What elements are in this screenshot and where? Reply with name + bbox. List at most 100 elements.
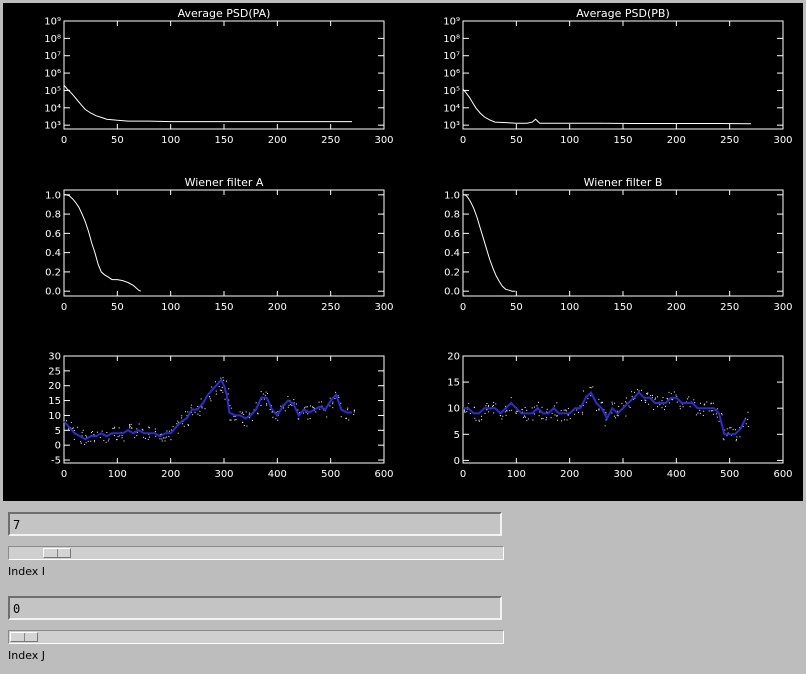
scatter-point: [729, 427, 731, 429]
plot-window: Average PSD(PA) 0 50 100 150 200 250 300 10³ 10⁴ 1…: [3, 3, 803, 501]
scatter-point: [736, 436, 738, 438]
scatter-point: [478, 420, 480, 422]
scatter-point: [307, 413, 309, 415]
y-tick-label: 10⁷: [443, 51, 460, 62]
scatter-point: [473, 407, 475, 409]
scatter-point: [618, 405, 620, 407]
scatter-point: [578, 411, 580, 413]
scatter-point: [615, 417, 617, 419]
scatter-point: [329, 397, 331, 399]
x-tick-label: 200: [667, 302, 686, 313]
scatter-point: [509, 410, 511, 412]
index-j-slider[interactable]: [8, 630, 504, 644]
scatter-point: [224, 398, 226, 400]
x-tick-label: 500: [321, 469, 340, 480]
scatter-point: [310, 405, 312, 407]
scatter-point: [742, 426, 744, 428]
scatter-point: [187, 425, 189, 427]
scatter-point: [243, 424, 245, 426]
scatter-point: [248, 414, 250, 416]
index-i-field[interactable]: 7: [8, 512, 502, 536]
index-i-slider-thumb[interactable]: [42, 548, 71, 558]
x-tick-label: 250: [321, 302, 340, 313]
scatter-point: [689, 406, 691, 408]
scatter-point: [727, 432, 729, 434]
index-i-slider[interactable]: [8, 546, 504, 560]
scatter-point: [219, 389, 221, 391]
scatter-point: [524, 406, 526, 408]
x-tick-label: 250: [720, 302, 739, 313]
scatter-point: [230, 407, 232, 409]
scatter-point: [735, 440, 737, 442]
y-tick-label: 10⁹: [44, 17, 61, 28]
scatter-point: [710, 403, 712, 405]
scatter-point: [346, 417, 348, 419]
scatter-point: [304, 407, 306, 409]
scatter-point: [65, 420, 67, 422]
scatter-point: [335, 391, 337, 393]
scatter-point: [676, 401, 678, 403]
scatter-point: [633, 398, 635, 400]
scatter-point: [199, 415, 201, 417]
scatter-point: [579, 405, 581, 407]
scatter-point: [517, 410, 519, 412]
scatter-point: [72, 427, 74, 429]
scatter-point: [263, 398, 265, 400]
index-j-field[interactable]: 0: [8, 596, 502, 620]
scatter-point: [551, 412, 553, 414]
scatter-point: [246, 425, 248, 427]
scatter-point: [81, 435, 83, 437]
scatter-point: [555, 415, 557, 417]
scatter-point: [298, 418, 300, 420]
scatter-point: [626, 402, 628, 404]
scatter-point: [70, 422, 72, 424]
scatter-point: [234, 415, 236, 417]
scatter-point: [215, 390, 217, 392]
scatter-point: [108, 438, 110, 440]
scatter-point: [747, 418, 749, 420]
scatter-point: [712, 402, 714, 404]
series-line: [63, 377, 352, 441]
scatter-point: [269, 408, 271, 410]
x-tick-label: 100: [560, 302, 579, 313]
scatter-point: [107, 440, 109, 442]
y-tick-label: 5: [55, 426, 61, 437]
scatter-point: [657, 406, 659, 408]
scatter-point: [241, 413, 243, 415]
scatter-point: [734, 429, 736, 431]
scatter-point: [209, 398, 211, 400]
scatter-point: [147, 438, 149, 440]
x-tick-label: 150: [613, 135, 632, 146]
scatter-point: [136, 428, 138, 430]
scatter-point: [154, 431, 156, 433]
scatter-point: [654, 398, 656, 400]
y-tick-label: 0.2: [45, 267, 61, 278]
index-j-slider-thumb[interactable]: [10, 632, 38, 642]
scatter-point: [710, 402, 712, 404]
scatter-point: [592, 386, 594, 388]
scatter-point: [506, 410, 508, 412]
scatter-point: [223, 379, 225, 381]
scatter-point: [332, 401, 334, 403]
scatter-point: [699, 409, 701, 411]
scatter-point: [699, 412, 701, 414]
scatter-point: [251, 420, 253, 422]
scatter-point: [726, 435, 728, 437]
scatter-point: [220, 377, 222, 379]
scatter-point: [596, 410, 598, 412]
y-tick-label: 0.8: [45, 210, 61, 221]
scatter-point: [524, 416, 526, 418]
scatter-point: [589, 386, 591, 388]
scatter-point: [183, 425, 185, 427]
scatter-point: [694, 402, 696, 404]
scatter-point: [722, 438, 724, 440]
scatter-point: [631, 391, 633, 393]
scatter-point: [255, 402, 257, 404]
scatter-point: [493, 412, 495, 414]
y-tick-label: 20: [447, 352, 460, 363]
plots-canvas: Average PSD(PA)0 50 100 150 200 250 30010³10⁴1…: [44, 7, 792, 480]
scatter-point: [488, 411, 490, 413]
series-line: [64, 194, 142, 292]
scatter-point: [654, 397, 656, 399]
y-tick-label: 1.0: [444, 190, 460, 201]
